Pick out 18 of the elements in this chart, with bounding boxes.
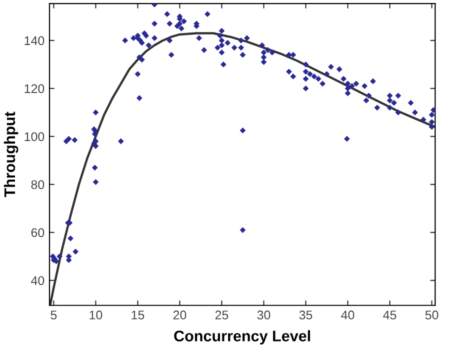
x-tick-label: 25 (215, 310, 228, 320)
y-axis-title: Throughput (4, 112, 18, 198)
x-tick-label: 50 (425, 310, 438, 320)
x-tick-label: 45 (383, 310, 396, 320)
x-tick-label: 10 (90, 310, 102, 320)
y-tick-label: 120 (24, 84, 44, 94)
y-tick-label: 140 (24, 36, 44, 46)
x-tick-label: 5 (50, 310, 57, 320)
x-tick-label: 20 (173, 310, 186, 320)
x-tick-label: 30 (257, 310, 270, 320)
x-tick-label: 15 (132, 310, 144, 320)
y-tick-label: 60 (31, 228, 44, 238)
y-tick-label: 80 (31, 180, 44, 190)
y-tick-label: 100 (24, 132, 44, 142)
x-tick-label: 40 (341, 310, 354, 320)
x-tick-label: 35 (299, 310, 312, 320)
y-tick-label: 40 (31, 276, 44, 286)
x-axis-title: Concurrency Level (174, 330, 310, 344)
